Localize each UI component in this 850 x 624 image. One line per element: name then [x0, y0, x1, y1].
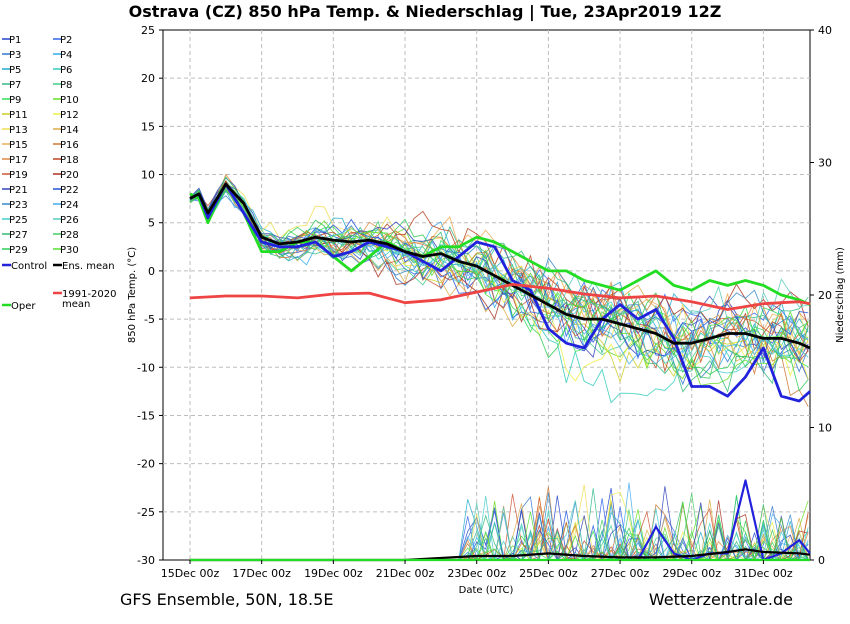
series-line-1991-2020-mean — [189, 282, 811, 311]
series-line-oper — [189, 182, 811, 306]
legend-label-p10: P10 — [60, 95, 79, 106]
member-line-p13 — [189, 184, 809, 356]
member-line-p20 — [189, 179, 809, 336]
x-axis-label: Date (UTC) — [459, 585, 514, 596]
x-tick-label: 15Dec 00z — [161, 567, 220, 580]
legend-label-p7: P7 — [9, 80, 21, 91]
y-tick-label: 25 — [141, 24, 155, 37]
series-line-control — [189, 182, 811, 403]
y-tick-label: 20 — [141, 72, 155, 85]
y2-tick-label: 10 — [818, 422, 832, 435]
legend-label-p12: P12 — [60, 110, 79, 121]
member-line-p30 — [189, 185, 809, 361]
member-line-p5 — [189, 183, 809, 356]
legend-label-p26: P26 — [60, 215, 79, 226]
legend-label-p22: P22 — [60, 185, 79, 196]
y-axis-label: 850 hPa Temp. (°C) — [127, 247, 138, 343]
legend-label-oper: Oper — [11, 301, 36, 312]
y-tick-label: -20 — [137, 458, 155, 471]
x-tick-label: 29Dec 00z — [662, 567, 721, 580]
legend-label-p21: P21 — [9, 185, 28, 196]
legend-label-control: Control — [11, 261, 47, 272]
member-line-p26 — [189, 184, 809, 357]
x-tick-label: 21Dec 00z — [376, 567, 435, 580]
legend-label-p11: P11 — [9, 110, 28, 121]
y-tick-label: -25 — [137, 506, 155, 519]
legend-label-p18: P18 — [60, 155, 79, 166]
x-tick-label: 19Dec 00z — [304, 567, 363, 580]
x-tick-label: 25Dec 00z — [519, 567, 578, 580]
y2-tick-label: 30 — [818, 157, 832, 170]
member-line-p23 — [189, 195, 809, 362]
precip-line-control — [637, 479, 811, 562]
chart-title: Ostrava (CZ) 850 hPa Temp. & Niederschla… — [129, 2, 722, 22]
footer-source: Wetterzentrale.de — [649, 590, 793, 609]
x-tick-label: 17Dec 00z — [232, 567, 291, 580]
y2-tick-label: 20 — [818, 289, 832, 302]
legend-label-p20: P20 — [60, 170, 79, 181]
x-tick-label: 27Dec 00z — [591, 567, 650, 580]
y-tick-label: -30 — [137, 554, 155, 567]
x-tick-label: 31Dec 00z — [734, 567, 793, 580]
legend-label-p29: P29 — [9, 245, 28, 256]
legend-label-p15: P15 — [9, 140, 28, 151]
legend-label-p8: P8 — [60, 80, 72, 91]
legend-label-p14: P14 — [60, 125, 79, 136]
legend-label-p27: P27 — [9, 230, 28, 241]
legend-label-p30: P30 — [60, 245, 79, 256]
member-line-p8 — [189, 180, 809, 360]
member-line-p15 — [189, 180, 809, 355]
y2-axis-label: Niederschlag (mm) — [835, 247, 846, 343]
legend-label-p5: P5 — [9, 65, 21, 76]
y-tick-label: 10 — [141, 169, 155, 182]
legend-label-p2: P2 — [60, 35, 72, 46]
x-tick-label: 23Dec 00z — [447, 567, 506, 580]
legend-label-p23: P23 — [9, 200, 28, 211]
series-line-ens-mean — [189, 182, 811, 350]
legend-label-p13: P13 — [9, 125, 28, 136]
legend-label-p16: P16 — [60, 140, 79, 151]
legend-label-p25: P25 — [9, 215, 28, 226]
legend-label-p19: P19 — [9, 170, 28, 181]
legend-label-1991-2020-mean: 1991-2020 mean — [62, 289, 117, 310]
y-tick-label: -15 — [137, 409, 155, 422]
legend-label-p6: P6 — [60, 65, 72, 76]
legend-label-p4: P4 — [60, 50, 72, 61]
y-tick-label: 5 — [148, 217, 155, 230]
member-line-p21 — [189, 177, 809, 362]
y-tick-label: 15 — [141, 120, 155, 133]
legend-label-p3: P3 — [9, 50, 21, 61]
legend-label-p9: P9 — [9, 95, 21, 106]
legend-label-p28: P28 — [60, 230, 79, 241]
legend-label-ens-mean: Ens. mean — [62, 261, 115, 272]
y-tick-label: 0 — [148, 265, 155, 278]
legend-label-p24: P24 — [60, 200, 79, 211]
footer-model-info: GFS Ensemble, 50N, 18.5E — [120, 590, 333, 609]
legend-label-p17: P17 — [9, 155, 28, 166]
y2-tick-label: 40 — [818, 24, 832, 37]
y-tick-label: -5 — [144, 313, 155, 326]
member-line-p28 — [189, 188, 809, 379]
member-line-p29 — [189, 176, 809, 392]
y2-tick-label: 0 — [818, 554, 825, 567]
legend-label-p1: P1 — [9, 35, 21, 46]
y-tick-label: -10 — [137, 361, 155, 374]
